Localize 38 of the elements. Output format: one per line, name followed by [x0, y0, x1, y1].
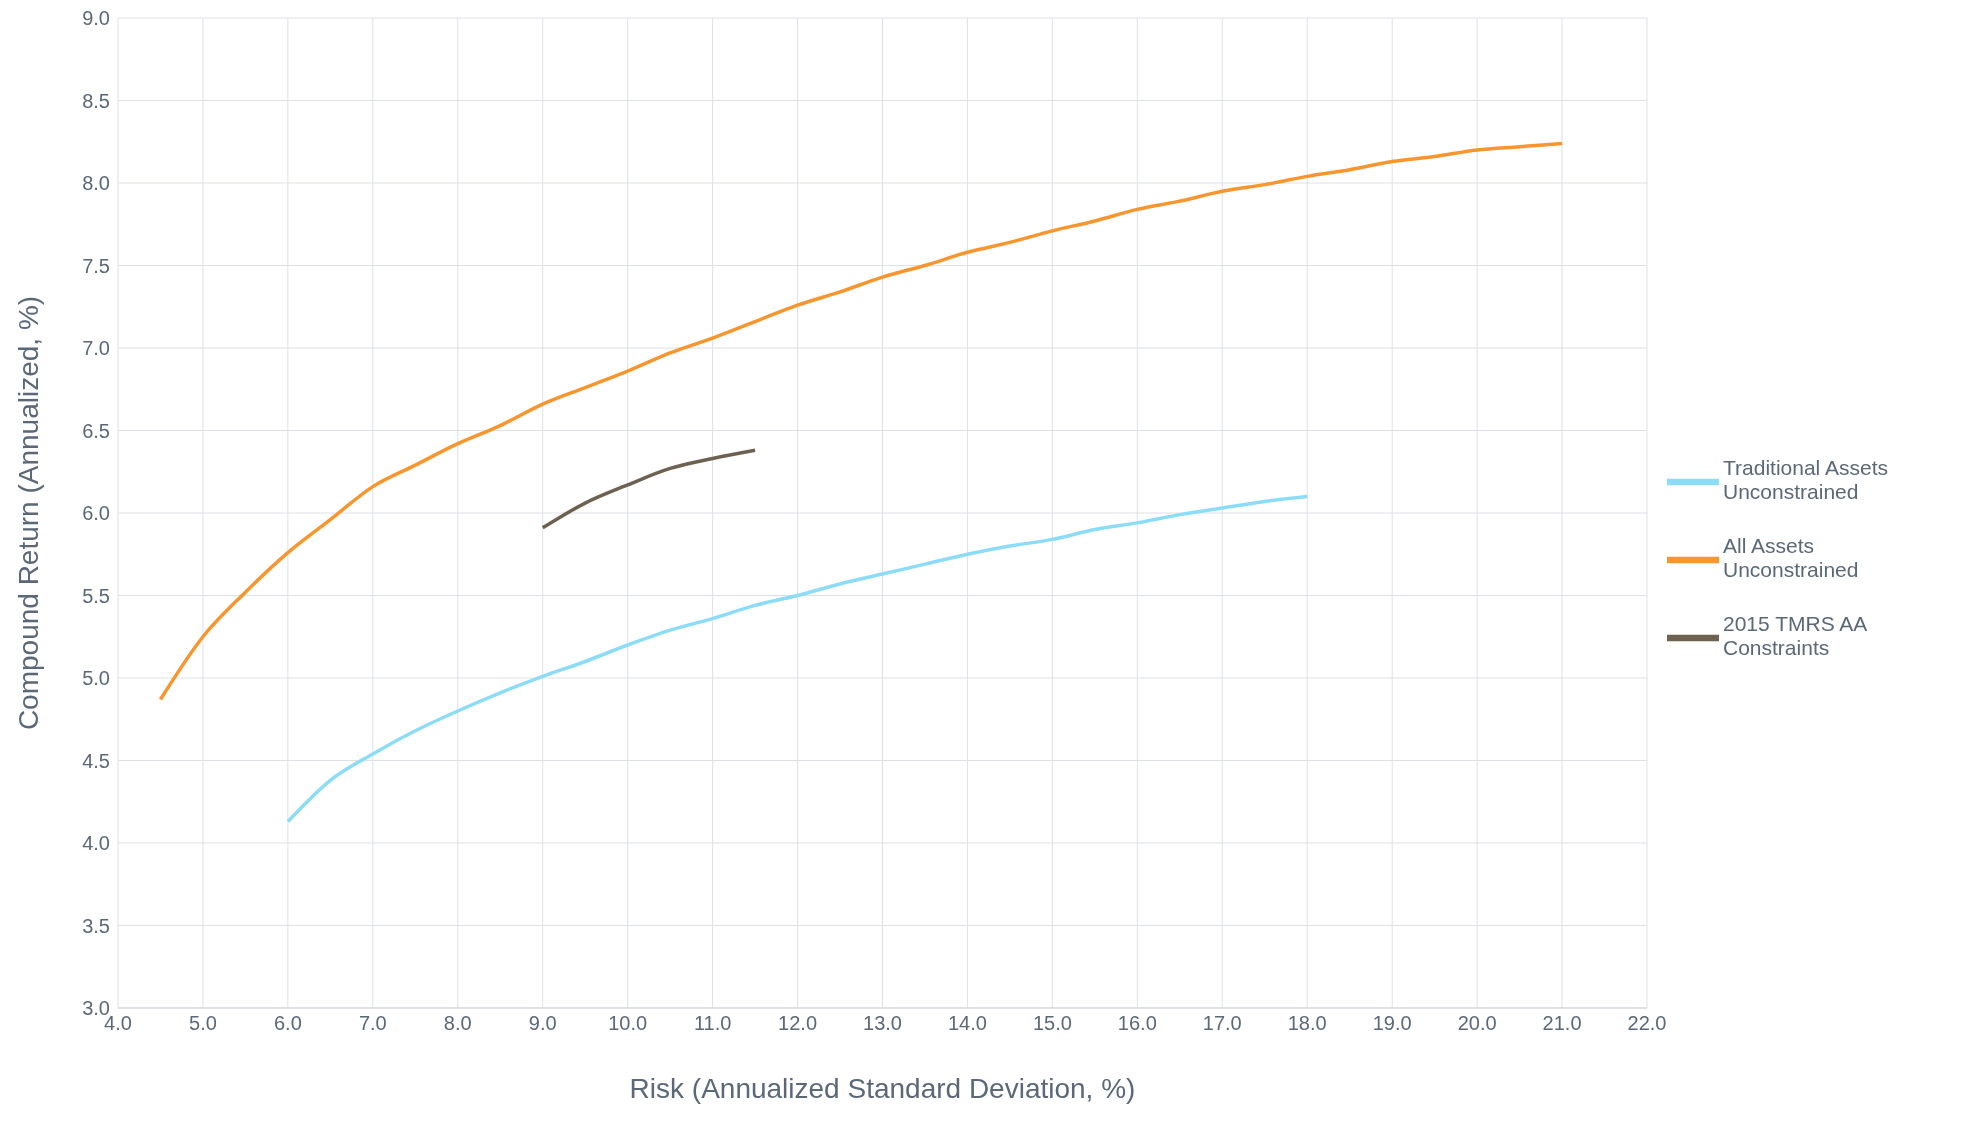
line-series [158, 141, 1564, 702]
x-tick-label: 12.0 [778, 1012, 818, 1035]
x-tick-label: 6.0 [273, 1012, 302, 1035]
x-tick-label: 9.0 [528, 1012, 557, 1035]
x-tick-label: 13.0 [863, 1012, 902, 1035]
y-tick-label: 4.5 [82, 749, 110, 772]
x-tick-label: 8.0 [443, 1012, 472, 1035]
line-series [286, 494, 1309, 824]
legend-label: Traditional Assets Unconstrained [1723, 456, 1889, 504]
x-axis-title: Risk (Annualized Standard Deviation, %) [629, 1073, 1136, 1104]
x-tick-label: 5.0 [189, 1012, 217, 1035]
y-tick-label: 4.0 [82, 832, 110, 855]
x-tick-label: 10.0 [608, 1012, 648, 1035]
y-tick-label: 5.5 [82, 584, 110, 607]
y-tick-label: 7.5 [82, 254, 110, 277]
x-tick-label: 7.0 [358, 1012, 387, 1035]
x-tick-label: 17.0 [1202, 1012, 1242, 1035]
legend-label: 2015 TMRS AA Constraints [1723, 612, 1868, 660]
y-tick-label: 9.0 [82, 7, 110, 30]
y-axis-title: Compound Return (Annualized, %) [12, 295, 44, 731]
legend-label: All Assets Unconstrained [1723, 534, 1860, 582]
y-tick-label: 6.5 [82, 419, 110, 442]
y-tick-label: 5.0 [82, 667, 110, 690]
x-tick-label: 20.0 [1457, 1012, 1497, 1035]
x-tick-label: 14.0 [947, 1012, 987, 1035]
x-tick-label: 18.0 [1287, 1012, 1327, 1035]
y-tick-label: 3.5 [82, 914, 110, 937]
y-tick-label: 8.0 [82, 172, 110, 195]
x-tick-label: 22.0 [1627, 1012, 1667, 1035]
x-tick-label: 21.0 [1542, 1012, 1582, 1035]
x-tick-label: 15.0 [1032, 1012, 1072, 1035]
y-tick-label: 6.0 [82, 502, 110, 525]
x-tick-label: 19.0 [1372, 1012, 1412, 1035]
x-tick-label: 11.0 [693, 1012, 732, 1035]
line-series [540, 448, 757, 530]
y-tick-label: 7.0 [82, 337, 110, 360]
y-tick-label: 8.5 [82, 89, 110, 112]
x-tick-label: 16.0 [1117, 1012, 1157, 1035]
